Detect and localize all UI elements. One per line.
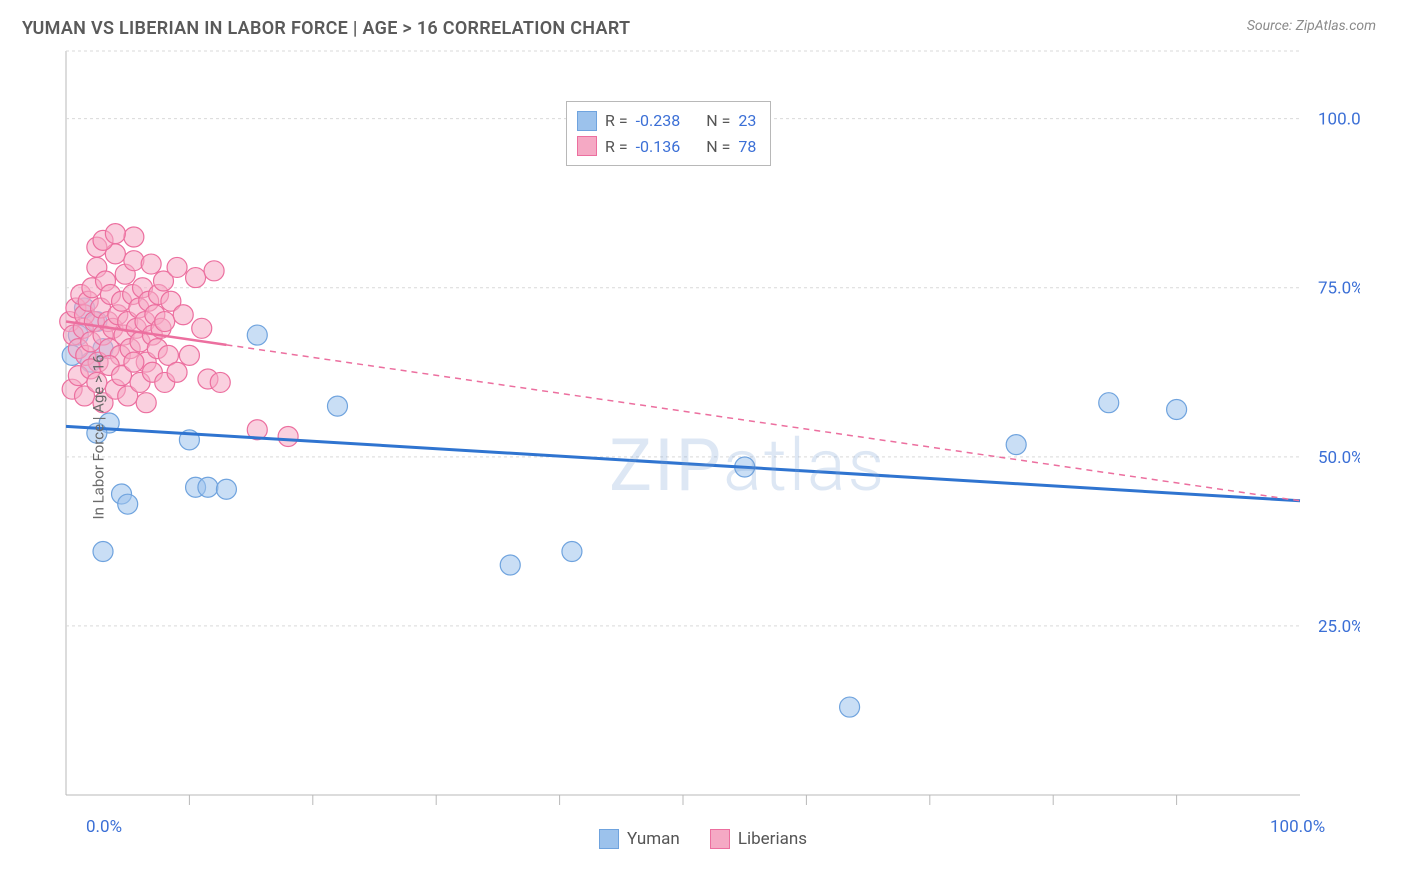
r-label: R = (605, 108, 628, 134)
legend-item: Liberians (710, 829, 807, 849)
x-axis-right-label: 100.0% (1270, 817, 1325, 837)
legend-label: Liberians (738, 829, 807, 849)
legend-item: Yuman (599, 829, 680, 849)
r-value: -0.136 (636, 134, 681, 160)
chart-container: In Labor Force | Age > 16 25.0% 50.0% 75.0… (20, 47, 1386, 827)
r-value: -0.238 (636, 108, 681, 134)
stats-row: R = -0.136 N = 78 (577, 134, 756, 160)
chart-title: YUMAN VS LIBERIAN IN LABOR FORCE | AGE >… (22, 18, 630, 39)
series-swatch (577, 136, 597, 156)
svg-text:25.0%: 25.0% (1318, 617, 1360, 637)
svg-text:75.0%: 75.0% (1318, 279, 1360, 299)
series-swatch (599, 829, 619, 849)
n-value: 78 (738, 134, 756, 160)
r-label: R = (605, 134, 628, 160)
svg-text:50.0%: 50.0% (1318, 448, 1360, 468)
stats-legend-box: R = -0.238 N = 23 R = -0.136 N = 78 (566, 101, 771, 166)
svg-text:100.0%: 100.0% (1318, 110, 1360, 130)
chart-header: YUMAN VS LIBERIAN IN LABOR FORCE | AGE >… (0, 0, 1406, 47)
source-label: Source: ZipAtlas.com (1247, 18, 1376, 34)
x-axis-left-label: 0.0% (86, 817, 122, 837)
n-label: N = (706, 108, 730, 134)
n-value: 23 (738, 108, 756, 134)
n-label: N = (706, 134, 730, 160)
y-axis-label: In Labor Force | Age > 16 (89, 355, 107, 520)
series-legend: Yuman Liberians (0, 829, 1406, 849)
series-swatch (577, 111, 597, 131)
stats-row: R = -0.238 N = 23 (577, 108, 756, 134)
series-swatch (710, 829, 730, 849)
legend-label: Yuman (627, 829, 680, 849)
